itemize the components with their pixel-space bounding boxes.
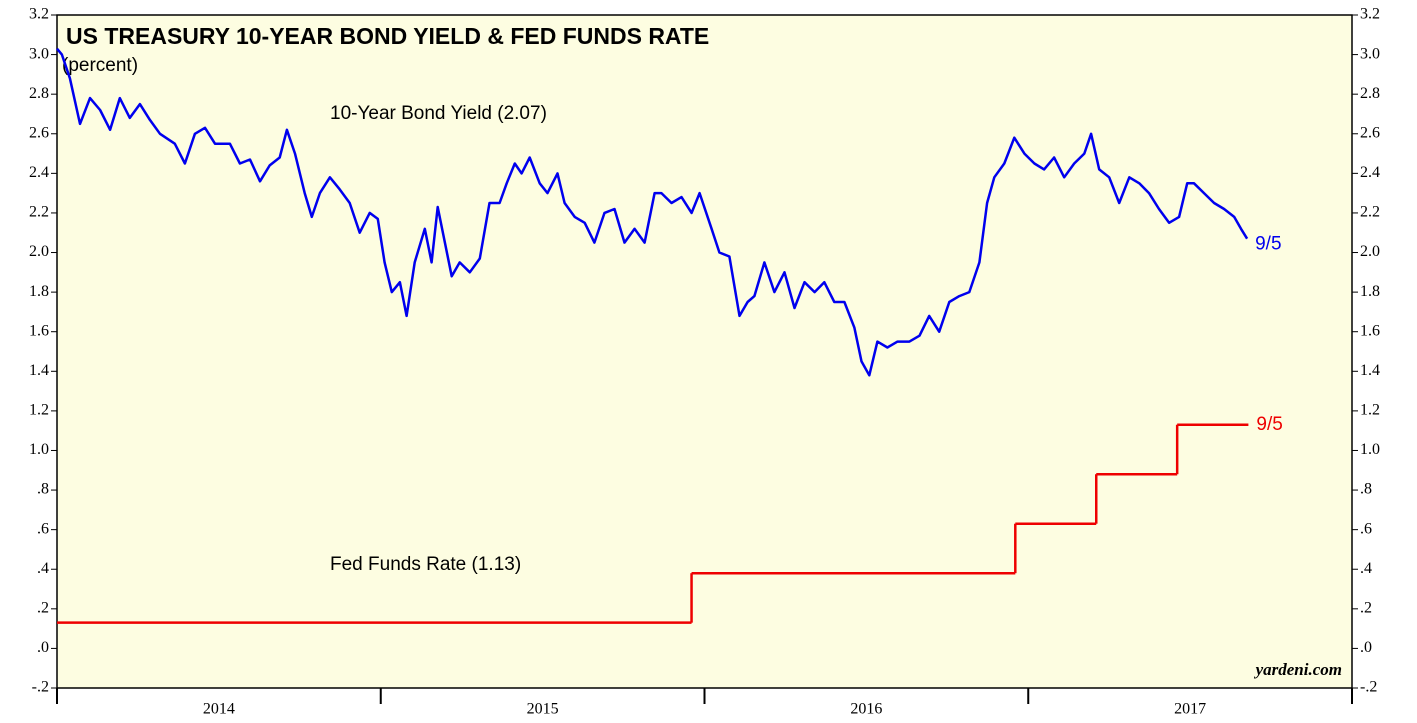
y2-tick-label: 2.0 <box>1360 243 1380 260</box>
x-tick-label: 2016 <box>850 701 882 718</box>
chart-title: US TREASURY 10-YEAR BOND YIELD & FED FUN… <box>66 23 709 49</box>
y2-tick-label: -.2 <box>1360 679 1377 696</box>
x-tick-label: 2017 <box>1174 701 1206 718</box>
y2-tick-label: 2.8 <box>1360 85 1380 102</box>
series-label: Fed Funds Rate (1.13) <box>330 554 521 575</box>
y-tick-label: .4 <box>37 560 49 577</box>
y2-tick-label: 1.4 <box>1360 362 1380 379</box>
y2-tick-label: .2 <box>1360 599 1372 616</box>
y-tick-label: 1.0 <box>29 441 49 458</box>
y-tick-label: 2.2 <box>29 204 49 221</box>
x-tick-label: 2015 <box>527 701 559 718</box>
x-tick-label: 2014 <box>203 701 235 718</box>
y2-tick-label: 2.4 <box>1360 164 1380 181</box>
chart-subtitle: (percent) <box>62 55 138 76</box>
y-tick-label: .2 <box>37 599 49 616</box>
y2-tick-label: .0 <box>1360 639 1372 656</box>
y2-tick-label: 3.2 <box>1360 6 1380 23</box>
y2-tick-label: 1.6 <box>1360 322 1380 339</box>
y2-tick-label: 3.0 <box>1360 45 1380 62</box>
y2-tick-label: 1.0 <box>1360 441 1380 458</box>
y2-tick-label: .4 <box>1360 560 1372 577</box>
line-series <box>56 47 1249 377</box>
y-tick-label: 2.4 <box>29 164 49 181</box>
y-tick-label: 3.0 <box>29 45 49 62</box>
end-label: 9/5 <box>1256 414 1282 435</box>
y-tick-label: 1.8 <box>29 283 49 300</box>
y-tick-label: 1.6 <box>29 322 49 339</box>
y-tick-label: .0 <box>37 639 49 656</box>
y-tick-label: 1.4 <box>29 362 49 379</box>
y2-tick-label: 1.2 <box>1360 402 1380 419</box>
y-tick-label: 1.2 <box>29 402 49 419</box>
y-tick-label: 2.6 <box>29 124 49 141</box>
y-tick-label: 2.8 <box>29 85 49 102</box>
y-tick-label: .6 <box>37 520 49 537</box>
plot-area <box>56 14 1353 689</box>
end-label: 9/5 <box>1255 234 1281 255</box>
series-label: 10-Year Bond Yield (2.07) <box>330 103 547 124</box>
y2-tick-label: 1.8 <box>1360 283 1380 300</box>
y-tick-label: 3.2 <box>29 6 49 23</box>
y2-tick-label: .8 <box>1360 481 1372 498</box>
y2-tick-label: 2.6 <box>1360 124 1380 141</box>
source: yardeni.com <box>1254 660 1342 679</box>
y-tick-label: -.2 <box>32 679 49 696</box>
y2-tick-label: 2.2 <box>1360 204 1380 221</box>
y2-tick-label: .6 <box>1360 520 1372 537</box>
y-tick-label: 2.0 <box>29 243 49 260</box>
y-tick-label: .8 <box>37 481 49 498</box>
